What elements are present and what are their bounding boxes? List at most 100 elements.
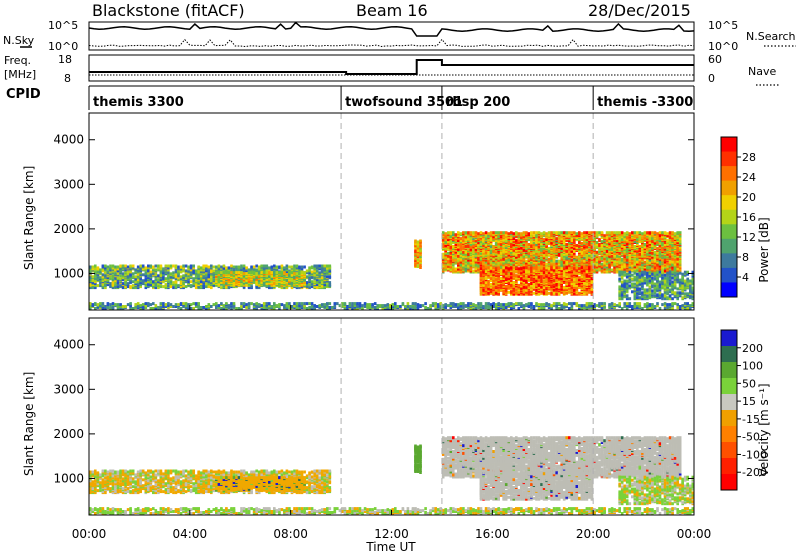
power-cell (305, 275, 309, 279)
power-cell (512, 248, 516, 252)
power-cell (245, 270, 248, 274)
power-cell (625, 255, 629, 259)
power-cell (179, 285, 183, 289)
power-cell (447, 236, 450, 240)
power-cell (454, 267, 458, 271)
power-cell (517, 241, 521, 244)
power-cell (154, 273, 158, 277)
power-cell (313, 280, 316, 284)
power-cell (111, 268, 115, 272)
power-cell (419, 239, 422, 243)
power-cell (275, 277, 279, 280)
power-cell (139, 283, 142, 287)
power-cell (459, 246, 463, 250)
power-cell (280, 271, 284, 275)
power-cell (530, 250, 533, 254)
power-cell (295, 272, 299, 276)
power-cell (134, 277, 137, 281)
power-cell (570, 252, 574, 256)
power-cell (184, 274, 188, 278)
power-cell (265, 266, 269, 270)
power-cell (328, 275, 332, 279)
power-cell (179, 282, 183, 286)
power-cell (126, 282, 130, 286)
power-cell (192, 277, 195, 281)
power-cell (202, 278, 205, 282)
power-cell (482, 246, 485, 250)
power-cell (464, 235, 468, 239)
power-cell (119, 277, 122, 281)
power-cell (489, 234, 493, 238)
power-cell (295, 264, 299, 268)
power-cell (472, 257, 475, 261)
power-cell (530, 231, 533, 235)
power-cell (462, 235, 465, 239)
power-cell (222, 277, 226, 280)
power-cell (416, 264, 420, 267)
power-cell (227, 266, 231, 270)
power-cell (507, 262, 511, 266)
power-cell (257, 267, 261, 271)
power-cell (469, 269, 473, 273)
power-cell (414, 263, 417, 267)
power-cell (575, 232, 579, 236)
power-cell (416, 253, 420, 257)
power-cell (210, 281, 213, 285)
power-cell (499, 265, 503, 269)
power-cell (552, 231, 556, 235)
power-cell (552, 252, 556, 256)
power-cell (290, 265, 294, 269)
power-cell (323, 264, 326, 268)
power-cell (230, 271, 233, 275)
power-cell (318, 271, 321, 275)
power-cell (159, 270, 163, 274)
power-cell (192, 269, 195, 273)
power-cell (131, 275, 135, 279)
power-cell (595, 241, 599, 244)
power-cell (222, 279, 226, 283)
power-cell (527, 250, 531, 254)
power-cell (174, 264, 178, 268)
power-cell (507, 251, 511, 255)
power-cell (510, 242, 513, 245)
power-cell (472, 263, 475, 267)
power-cell (207, 265, 211, 269)
power-cell (479, 267, 483, 271)
power-cell (293, 275, 296, 278)
power-cell (562, 242, 566, 245)
power-cell (273, 271, 276, 275)
power-cell (116, 267, 120, 271)
power-cell (114, 285, 117, 289)
power-cell (504, 251, 508, 255)
power-cell (570, 231, 574, 235)
power-cell (492, 245, 495, 248)
power-cell (293, 267, 296, 271)
power-cell (126, 285, 130, 289)
power-cell (515, 235, 518, 239)
power-cell (194, 269, 198, 273)
power-cell (326, 269, 329, 273)
power-cell (285, 268, 289, 272)
power-cell (489, 252, 493, 256)
power-cell (504, 235, 508, 239)
power-cell (522, 248, 526, 252)
power-cell (502, 238, 505, 242)
power-cell (91, 285, 95, 289)
power-cell (542, 241, 546, 244)
power-cell (499, 255, 503, 259)
power-cell (676, 267, 679, 271)
power-cell (447, 231, 450, 235)
power-cell (96, 277, 100, 281)
power-cell (620, 257, 624, 261)
power-cell (462, 239, 465, 243)
power-cell (535, 238, 538, 242)
power-cell (540, 264, 543, 268)
power-cell (583, 251, 586, 255)
power-cell (192, 264, 195, 268)
power-cell (545, 238, 548, 242)
power-cell (174, 273, 178, 277)
power-cell (167, 266, 170, 270)
power-cell (671, 257, 674, 261)
power-cell (502, 244, 505, 247)
